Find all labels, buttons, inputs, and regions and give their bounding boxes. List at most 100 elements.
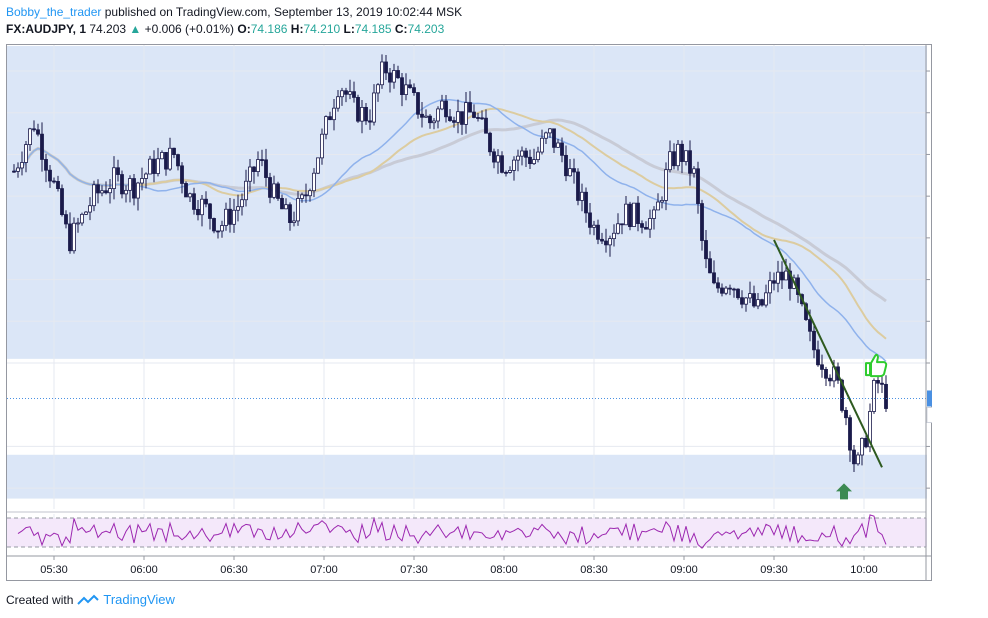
drawings-layer	[7, 239, 926, 500]
candle-body	[572, 168, 576, 173]
candle-body	[768, 280, 772, 294]
candle-body	[780, 271, 784, 281]
candle-body	[392, 70, 396, 83]
candle-body	[680, 143, 684, 162]
candle-body	[556, 142, 560, 148]
candle-body	[776, 271, 780, 284]
high-value: 74.210	[303, 22, 341, 36]
candle-body	[716, 282, 720, 289]
candle-body	[104, 190, 108, 194]
candle-body	[284, 204, 288, 210]
low-value: 74.185	[354, 22, 392, 36]
candle-body	[36, 129, 40, 135]
candle-body	[564, 154, 568, 177]
candle-body	[272, 183, 276, 198]
candle-body	[852, 449, 856, 465]
candle-body	[712, 272, 716, 284]
candle-body	[660, 200, 664, 203]
candle-body	[720, 287, 724, 294]
candle-body	[492, 151, 496, 163]
rsi-band	[7, 518, 927, 547]
created-with-text: Created with	[6, 592, 74, 607]
candle-body	[228, 208, 232, 225]
candle-body	[324, 116, 328, 135]
candle-body	[292, 220, 296, 223]
candle-body	[532, 159, 536, 165]
candle-body	[568, 168, 572, 177]
candle-body	[428, 115, 432, 124]
candle-body	[820, 364, 824, 370]
candle-body	[316, 157, 320, 174]
author-link[interactable]: Bobby_the_trader	[6, 5, 102, 19]
candle-body	[352, 91, 356, 98]
candle-body	[128, 178, 132, 191]
candle-body	[620, 223, 624, 226]
change-value: +0.006 (+0.01%)	[144, 22, 235, 36]
candle-body	[520, 150, 524, 157]
candle-body	[544, 132, 548, 139]
candle-body	[340, 90, 344, 98]
candle-body	[668, 151, 672, 171]
candle-body	[440, 100, 444, 110]
price-chart[interactable]: 74.36074.34074.32074.30074.28074.26074.2…	[6, 44, 968, 581]
candle-body	[748, 293, 752, 299]
candle-body	[232, 209, 236, 225]
time-tick-label: 06:30	[220, 564, 248, 576]
candle-body	[200, 198, 204, 216]
candles-layer	[12, 54, 888, 473]
candle-body	[76, 222, 80, 225]
candle-body	[12, 170, 16, 173]
candle-body	[580, 191, 584, 201]
candle-body	[60, 188, 64, 215]
candle-body	[120, 174, 124, 195]
candle-body	[524, 150, 528, 158]
candle-body	[880, 382, 884, 385]
candle-body	[388, 72, 392, 83]
candle-body	[92, 184, 96, 207]
candle-body	[584, 191, 588, 214]
candle-body	[32, 128, 36, 131]
trendline	[773, 239, 883, 468]
candle-body	[844, 409, 848, 419]
candle-body	[728, 287, 732, 290]
candle-body	[700, 203, 704, 241]
tradingview-brand[interactable]: TradingView	[103, 592, 175, 607]
symbol-label: FX:AUDJPY, 1	[6, 22, 87, 36]
candle-body	[188, 193, 192, 198]
candle-body	[528, 156, 532, 165]
candle-body	[336, 96, 340, 109]
candle-body	[764, 292, 768, 306]
candle-body	[540, 137, 544, 153]
candle-body	[280, 198, 284, 210]
candle-body	[360, 107, 364, 122]
candle-body	[424, 115, 428, 118]
candle-body	[548, 128, 552, 134]
candle-body	[608, 238, 612, 246]
candle-body	[248, 166, 252, 182]
candle-body	[300, 194, 304, 199]
tradingview-logo-icon	[77, 594, 100, 605]
candle-body	[444, 100, 448, 118]
candle-body	[376, 84, 380, 94]
close-value: 74.203	[407, 22, 445, 36]
candle-body	[204, 198, 208, 205]
zone-1	[7, 454, 927, 499]
candle-body	[872, 380, 876, 412]
time-tick-label: 08:30	[580, 564, 608, 576]
time-tick-label: 08:00	[490, 564, 518, 576]
candle-body	[676, 143, 680, 167]
candle-body	[652, 209, 656, 219]
candle-body	[636, 202, 640, 224]
time-tick-label: 09:00	[670, 564, 698, 576]
candle-body	[304, 194, 308, 197]
candle-body	[140, 178, 144, 184]
candle-body	[364, 107, 368, 122]
candle-body	[420, 113, 424, 118]
candle-body	[432, 120, 436, 124]
candle-body	[612, 232, 616, 240]
candle-body	[552, 128, 556, 148]
candle-body	[144, 173, 148, 179]
time-tick-label: 10:00	[850, 564, 878, 576]
chart-frame[interactable]: 74.36074.34074.32074.30074.28074.26074.2…	[6, 44, 968, 581]
candle-body	[84, 211, 88, 215]
